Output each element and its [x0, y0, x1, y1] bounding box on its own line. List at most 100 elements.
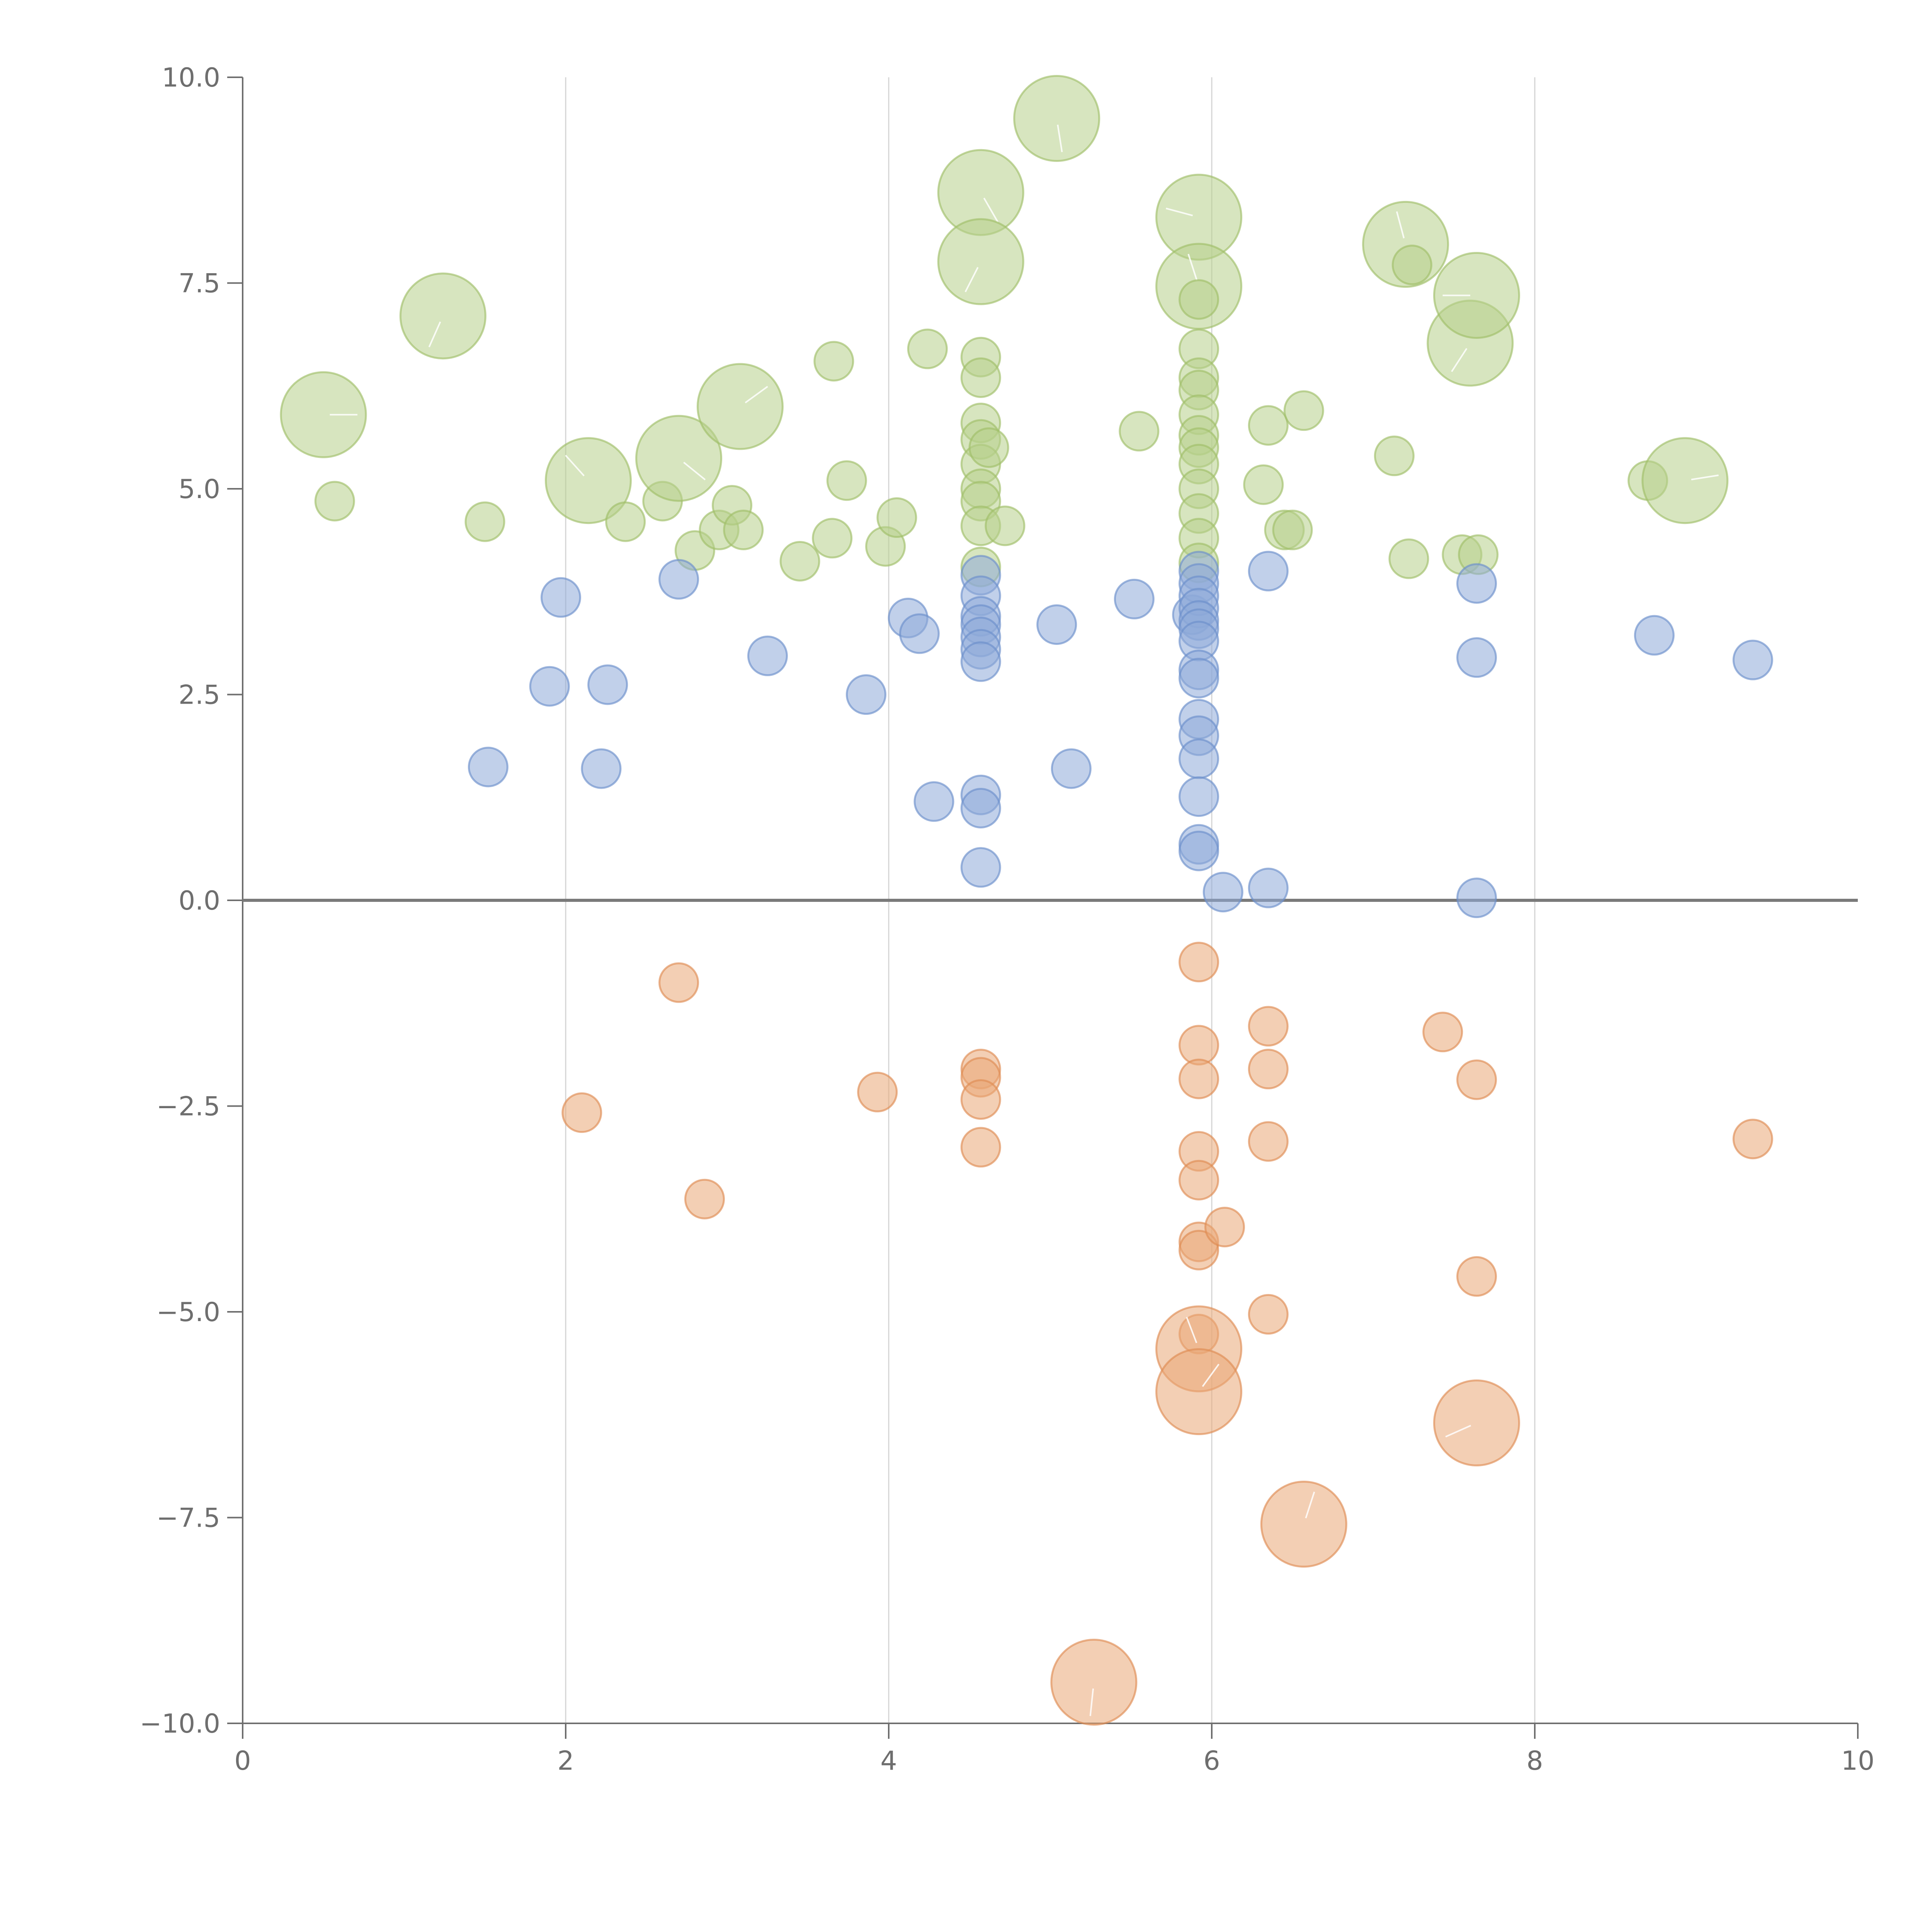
green-bubble[interactable]: [1283, 390, 1324, 431]
green-bubble[interactable]: [605, 501, 646, 542]
green-bubble[interactable]: [1433, 252, 1520, 339]
blue-bubble[interactable]: [1179, 658, 1219, 699]
y-tick-label: 7.5: [179, 269, 220, 299]
green-bubble[interactable]: [1179, 279, 1219, 320]
y-tick-label: 2.5: [179, 680, 220, 711]
green-bubble[interactable]: [1013, 75, 1100, 162]
green-bubble[interactable]: [545, 437, 632, 524]
blue-bubble[interactable]: [468, 747, 509, 787]
orange-bubble[interactable]: [1248, 1294, 1289, 1335]
orange-bubble[interactable]: [1456, 1256, 1497, 1297]
orange-bubble[interactable]: [1179, 1230, 1219, 1270]
blue-bubble[interactable]: [1456, 563, 1497, 604]
green-bubble[interactable]: [968, 427, 1009, 468]
orange-bubble[interactable]: [684, 1179, 725, 1219]
blue-bubble[interactable]: [1051, 748, 1092, 789]
blue-bubble[interactable]: [1202, 872, 1243, 913]
orange-bubble[interactable]: [658, 962, 699, 1003]
blue-bubble[interactable]: [540, 577, 581, 618]
green-bubble[interactable]: [1272, 510, 1313, 550]
blue-bubble[interactable]: [913, 781, 954, 822]
green-bubble[interactable]: [314, 481, 355, 522]
blue-bubble[interactable]: [747, 635, 788, 676]
bubble-layer: [280, 75, 1773, 1726]
blue-bubble[interactable]: [529, 666, 570, 707]
blue-bubble[interactable]: [587, 664, 628, 705]
green-bubble[interactable]: [779, 541, 820, 582]
green-bubble[interactable]: [937, 218, 1024, 305]
orange-bubble[interactable]: [1248, 1049, 1289, 1090]
orange-bubble[interactable]: [1179, 1160, 1219, 1201]
orange-bubble[interactable]: [1050, 1639, 1138, 1726]
orange-bubble[interactable]: [1155, 1348, 1243, 1435]
green-bubble-accent: [1166, 207, 1193, 216]
orange-bubble[interactable]: [960, 1127, 1001, 1168]
orange-bubble[interactable]: [1422, 1012, 1463, 1053]
green-bubble[interactable]: [876, 497, 917, 538]
orange-bubble[interactable]: [1260, 1481, 1347, 1568]
green-bubble-accent: [1451, 348, 1468, 372]
green-bubble[interactable]: [399, 272, 486, 360]
blue-bubble[interactable]: [1036, 604, 1077, 645]
orange-bubble[interactable]: [1204, 1207, 1245, 1248]
green-bubble[interactable]: [723, 510, 764, 550]
green-bubble[interactable]: [1374, 435, 1415, 476]
blue-bubble[interactable]: [581, 748, 622, 789]
green-bubble[interactable]: [1641, 437, 1729, 524]
orange-bubble[interactable]: [1248, 1006, 1289, 1047]
blue-bubble[interactable]: [960, 787, 1001, 828]
blue-bubble[interactable]: [1248, 867, 1289, 908]
blue-bubble[interactable]: [1114, 578, 1155, 619]
green-bubble[interactable]: [1119, 411, 1160, 452]
orange-bubble[interactable]: [857, 1071, 898, 1112]
blue-bubble[interactable]: [1634, 615, 1675, 656]
green-bubble[interactable]: [1243, 464, 1284, 505]
green-bubble[interactable]: [280, 371, 367, 458]
orange-bubble[interactable]: [1179, 942, 1219, 983]
series-green: [280, 75, 1729, 587]
y-tick-label: 10.0: [162, 63, 220, 93]
x-tick-label: 0: [234, 1746, 251, 1776]
blue-bubble[interactable]: [845, 674, 886, 715]
blue-bubble[interactable]: [1179, 738, 1219, 779]
green-bubble-accent: [683, 462, 706, 481]
orange-bubble[interactable]: [1433, 1379, 1520, 1467]
y-tick-label: −7.5: [156, 1503, 220, 1534]
blue-bubble[interactable]: [1248, 551, 1289, 592]
green-bubble[interactable]: [464, 501, 505, 542]
green-bubble[interactable]: [826, 460, 867, 501]
green-bubble[interactable]: [812, 518, 853, 559]
blue-bubble[interactable]: [1456, 878, 1497, 918]
green-bubble[interactable]: [960, 357, 1001, 398]
orange-bubble[interactable]: [561, 1092, 602, 1133]
y-tick-label: −10.0: [140, 1709, 220, 1739]
green-bubble[interactable]: [813, 341, 854, 382]
green-bubble[interactable]: [635, 415, 723, 502]
green-bubble[interactable]: [696, 363, 784, 450]
green-bubble[interactable]: [907, 328, 948, 369]
green-bubble-accent: [745, 386, 768, 403]
orange-bubble-accent: [1305, 1492, 1315, 1519]
green-bubble[interactable]: [1388, 538, 1429, 579]
blue-bubble[interactable]: [1179, 776, 1219, 817]
orange-bubble[interactable]: [1248, 1121, 1289, 1162]
orange-bubble[interactable]: [1732, 1119, 1773, 1160]
orange-bubble[interactable]: [960, 1079, 1001, 1120]
blue-bubble[interactable]: [1456, 637, 1497, 678]
blue-bubble[interactable]: [1732, 639, 1773, 680]
orange-bubble[interactable]: [1456, 1059, 1497, 1100]
blue-bubble[interactable]: [960, 847, 1001, 888]
orange-bubble[interactable]: [1179, 1058, 1219, 1099]
green-bubble[interactable]: [1391, 245, 1432, 286]
blue-bubble[interactable]: [899, 613, 940, 654]
blue-bubble[interactable]: [658, 559, 699, 600]
blue-bubble[interactable]: [1179, 830, 1219, 871]
y-tick-label: 5.0: [179, 474, 220, 505]
green-bubble[interactable]: [1248, 405, 1289, 446]
green-bubble-accent: [983, 197, 998, 223]
blue-bubble[interactable]: [960, 641, 1001, 682]
green-bubble[interactable]: [985, 505, 1026, 546]
tick-label-layer: 10.0 7.5 5.0 2.5 0.0 −2.5 −5.0 −7.5 −10.0 0 2 4 6 8 10: [140, 63, 1875, 1776]
green-bubble-accent: [1691, 474, 1719, 481]
